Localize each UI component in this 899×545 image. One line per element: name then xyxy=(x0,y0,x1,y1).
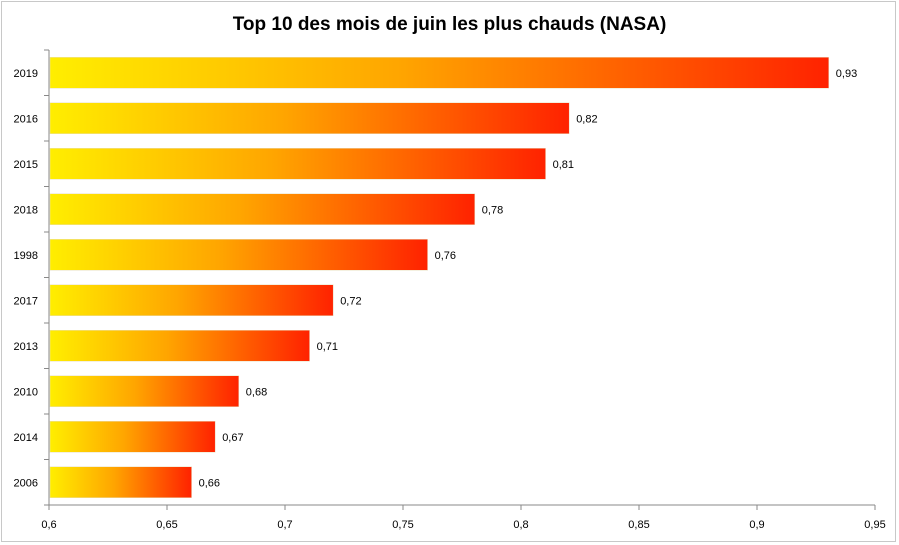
y-tick-label: 1998 xyxy=(14,250,38,262)
data-label: 0,71 xyxy=(317,341,338,353)
y-tick-label: 2017 xyxy=(14,295,38,307)
x-tick-label: 0,65 xyxy=(156,519,177,531)
bar-2015 xyxy=(49,148,546,180)
bar-2019 xyxy=(49,57,830,89)
bar-2010 xyxy=(49,375,240,407)
y-tick-label: 2019 xyxy=(14,68,38,80)
x-tick-label: 0,9 xyxy=(749,519,764,531)
y-tick-label: 2013 xyxy=(14,341,38,353)
x-tick-label: 0,6 xyxy=(41,519,56,531)
bar-2017 xyxy=(49,284,334,316)
x-tick-label: 0,85 xyxy=(628,519,649,531)
x-tick-label: 0,7 xyxy=(277,519,292,531)
data-label: 0,66 xyxy=(199,477,220,489)
y-tick-label: 2014 xyxy=(14,432,38,444)
bar-2016 xyxy=(49,102,570,134)
data-label: 0,93 xyxy=(836,68,857,80)
bar-2018 xyxy=(49,193,476,225)
y-tick-label: 2018 xyxy=(14,204,38,216)
y-tick-label: 2010 xyxy=(14,386,38,398)
x-tick-label: 0,75 xyxy=(392,519,413,531)
bar-2006 xyxy=(49,466,192,498)
data-label: 0,78 xyxy=(482,204,503,216)
x-tick-label: 0,95 xyxy=(864,519,885,531)
data-label: 0,68 xyxy=(246,386,267,398)
x-tick-label: 0,8 xyxy=(513,519,528,531)
y-tick-label: 2015 xyxy=(14,159,38,171)
data-label: 0,81 xyxy=(553,159,574,171)
bar-2014 xyxy=(49,421,216,453)
chart-title: Top 10 des mois de juin les plus chauds … xyxy=(232,14,667,35)
data-label: 0,67 xyxy=(222,432,243,444)
data-label: 0,82 xyxy=(576,113,597,125)
y-tick-label: 2016 xyxy=(14,113,38,125)
data-label: 0,76 xyxy=(435,250,456,262)
data-label: 0,72 xyxy=(340,295,361,307)
bar-1998 xyxy=(49,239,428,271)
bar-2013 xyxy=(49,330,310,362)
y-tick-label: 2006 xyxy=(14,477,38,489)
